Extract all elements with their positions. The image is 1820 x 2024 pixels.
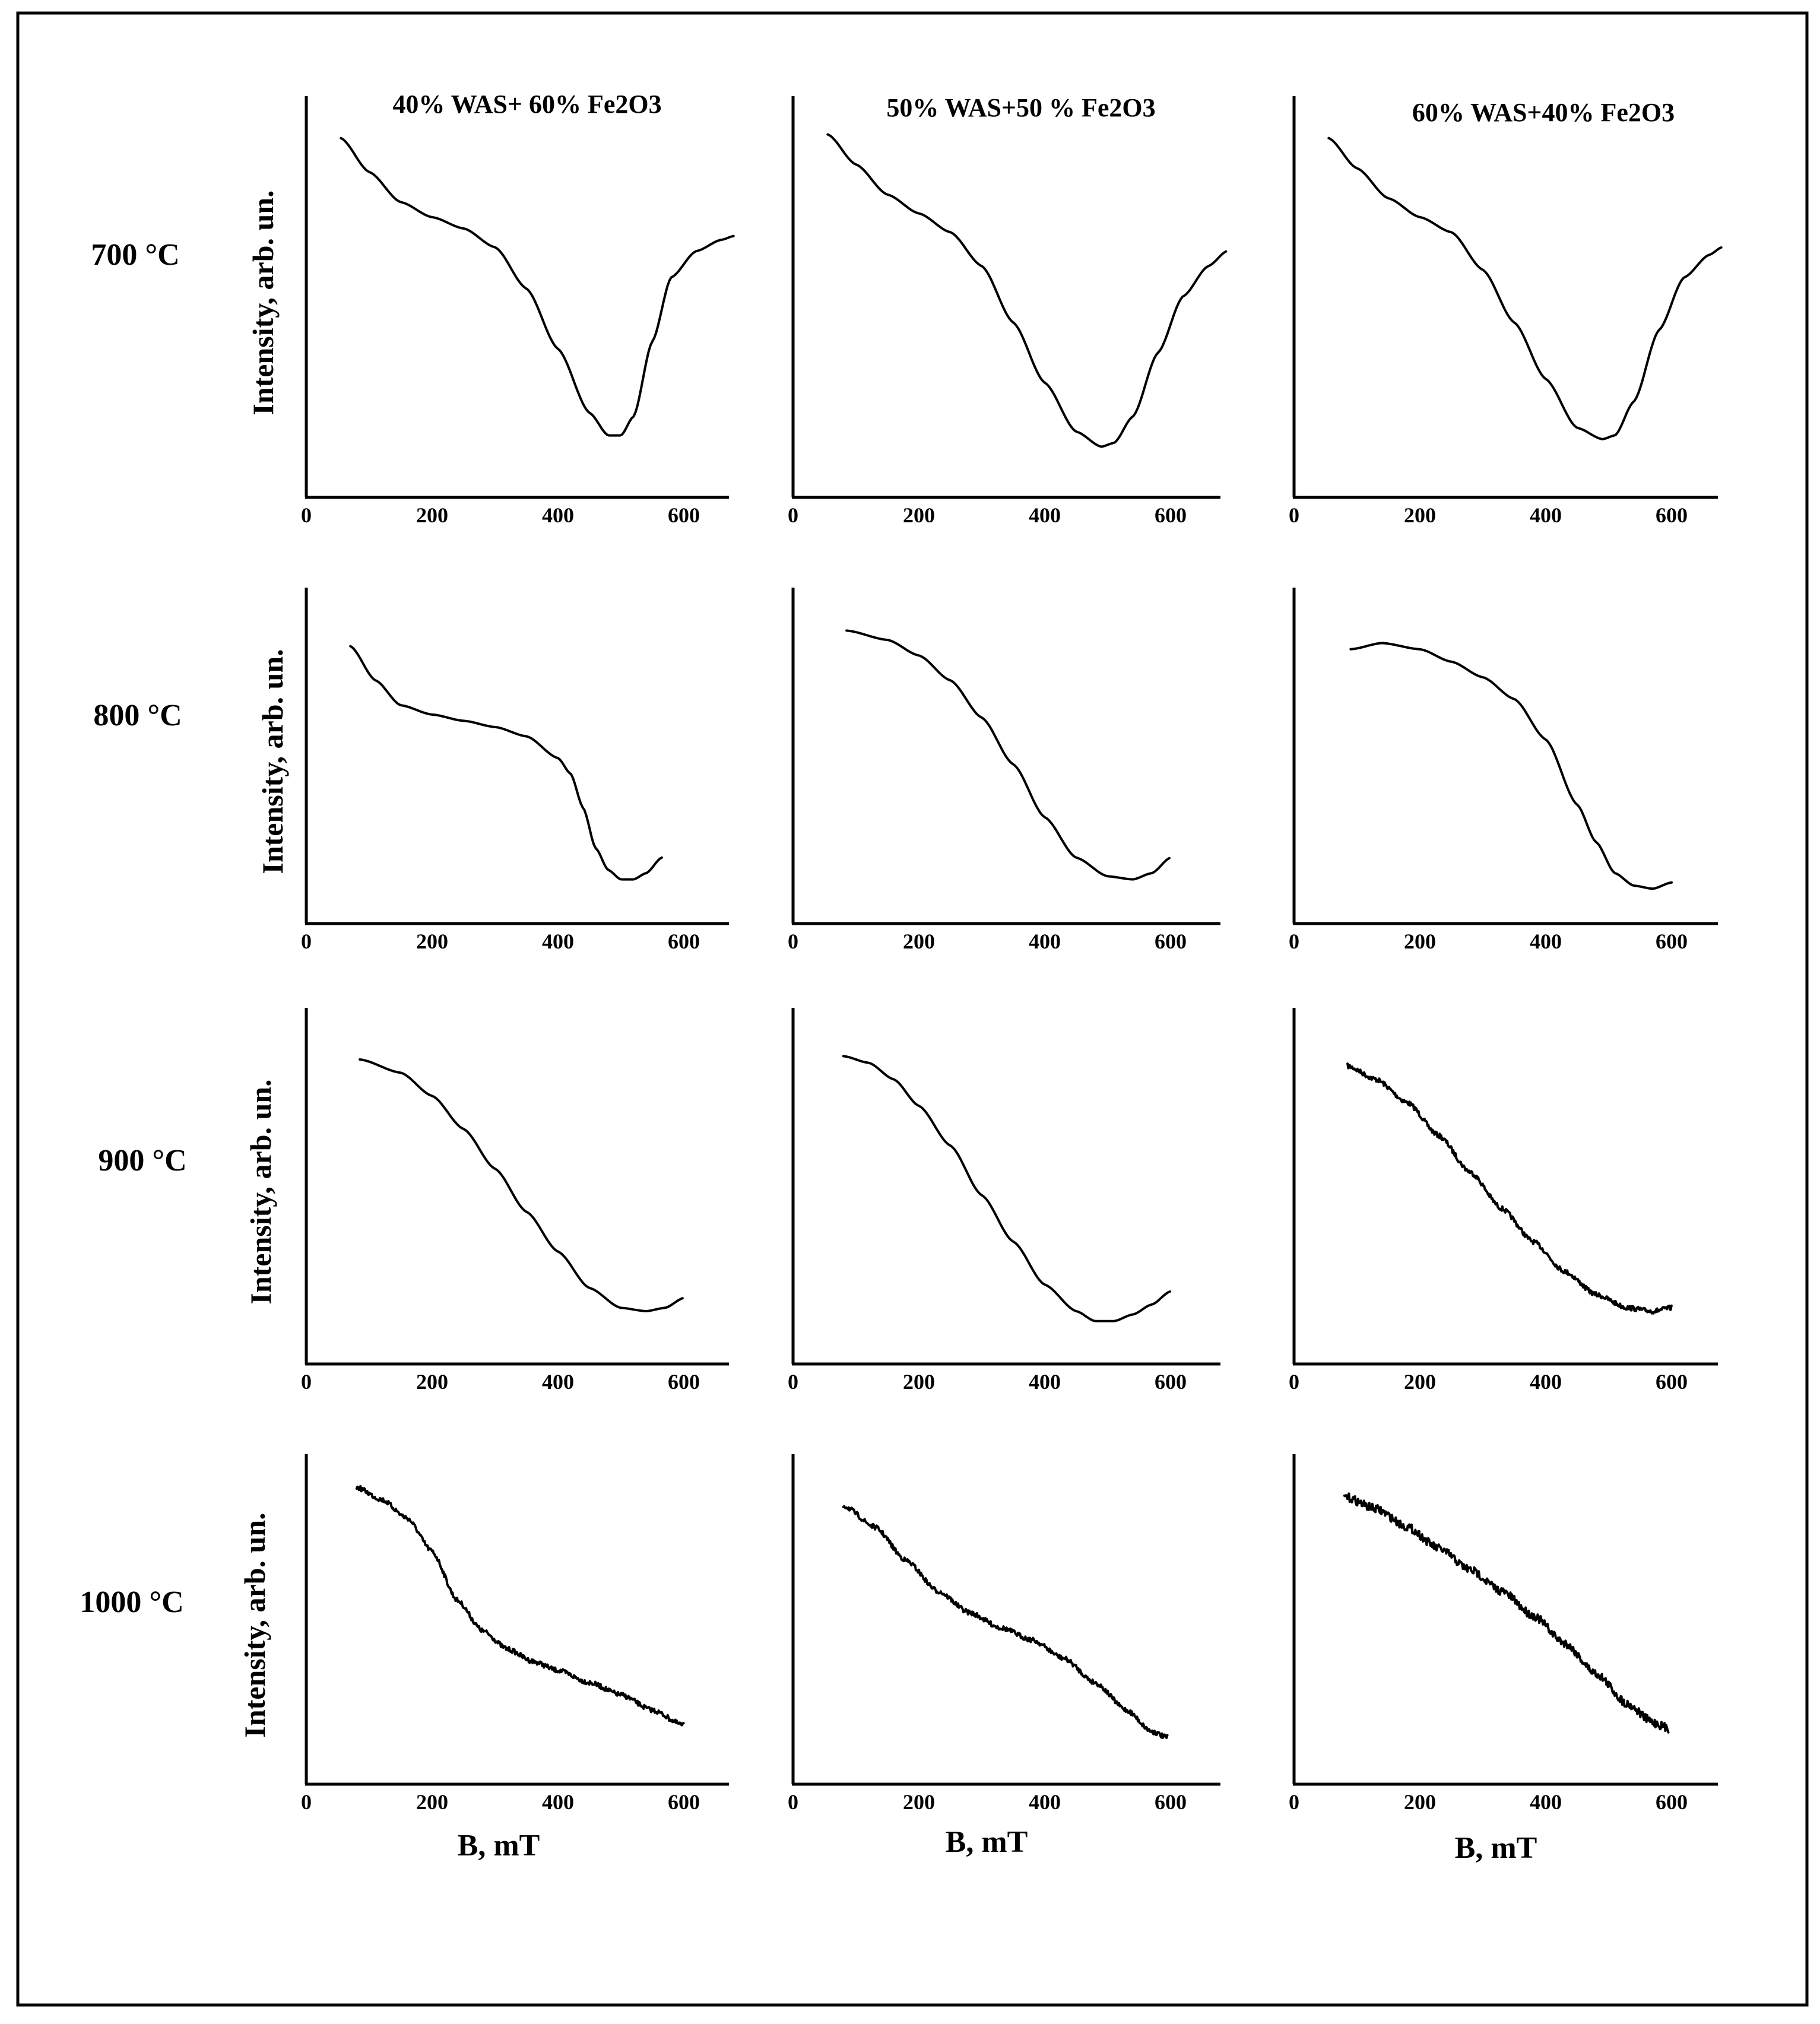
spectrum-line	[1346, 1062, 1673, 1315]
spectrum-line	[349, 645, 663, 881]
x-tick-label: 0	[788, 1370, 798, 1394]
panel-r3-c3: 0 200 400 600	[1289, 1008, 1718, 1394]
figure-border	[16, 11, 1809, 2007]
panel-r2-c3: 0 200 400 600	[1289, 588, 1718, 953]
column-title: 60% WAS+40% Fe2O3	[1412, 98, 1675, 127]
row-label: 800 °C	[93, 699, 182, 732]
x-tick-label: 400	[1029, 1370, 1061, 1394]
x-tick-label: 0	[301, 503, 312, 527]
x-tick-label: 0	[301, 929, 312, 953]
x-tick-label: 0	[1289, 503, 1299, 527]
x-tick-label: 0	[301, 1790, 312, 1814]
x-tick-label: 600	[1656, 1370, 1688, 1394]
spectrum-line	[359, 1058, 684, 1312]
spectrum-line	[845, 629, 1171, 881]
x-tick-label: 600	[668, 503, 700, 527]
x-tick-label: 600	[1155, 1370, 1187, 1394]
x-tick-label: 0	[1289, 929, 1299, 953]
panel-r1-c2: 0 200 400 600	[788, 96, 1228, 527]
x-tick-label: 0	[301, 1370, 312, 1394]
x-tick-label: 600	[1656, 1790, 1688, 1814]
x-tick-label: 0	[788, 929, 798, 953]
x-tick-label: 600	[668, 1370, 700, 1394]
panels-layer: 0 200 400 600 0 200 400 600 0 200 400 600 0 200 400 600…	[301, 96, 1723, 1814]
panel-r3-c2: 0 200 400 600	[788, 1008, 1220, 1394]
x-tick-label: 600	[668, 929, 700, 953]
x-tick-label: 600	[668, 1790, 700, 1814]
x-tick-label: 400	[542, 1790, 574, 1814]
x-tick-label: 400	[1530, 1790, 1562, 1814]
x-tick-label: 600	[1656, 503, 1688, 527]
row-label: 1000 °C	[80, 1585, 183, 1619]
x-tick-label: 400	[542, 503, 574, 527]
x-tick-label: 400	[1530, 1370, 1562, 1394]
panel-r2-c2: 0 200 400 600	[788, 588, 1220, 953]
x-tick-label: 200	[903, 503, 935, 527]
x-tick-label: 600	[1155, 1790, 1187, 1814]
x-tick-label: 200	[416, 1790, 448, 1814]
column-title: 40% WAS+ 60% Fe2O3	[392, 90, 661, 119]
spectrum-line	[826, 133, 1228, 448]
panel-r2-c1: 0 200 400 600	[301, 588, 729, 953]
panel-r1-c1: 0 200 400 600	[301, 96, 735, 527]
x-tick-label: 400	[1029, 929, 1061, 953]
y-axis-label: Intensity, arb. un.	[244, 1079, 277, 1304]
spectrum-line	[355, 1485, 685, 1727]
x-tick-label: 400	[542, 929, 574, 953]
row-label: 700 °C	[91, 238, 179, 272]
row-label: 900 °C	[98, 1144, 186, 1178]
x-tick-label: 0	[1289, 1790, 1299, 1814]
x-tick-label: 200	[903, 1370, 935, 1394]
x-tick-label: 600	[1155, 929, 1187, 953]
panel-r4-c1: 0 200 400 600	[301, 1454, 729, 1814]
x-tick-label: 200	[416, 503, 448, 527]
spectrum-line	[340, 137, 735, 437]
x-tick-label: 400	[1530, 929, 1562, 953]
x-tick-label: 200	[903, 1790, 935, 1814]
y-axis-label: Intensity, arb. un.	[256, 649, 289, 874]
spectrum-line	[1343, 1492, 1670, 1734]
x-axis-label: B, mT	[946, 1825, 1028, 1859]
x-tick-label: 0	[788, 1790, 798, 1814]
spectrum-line	[1349, 642, 1673, 890]
x-tick-label: 200	[1404, 1370, 1436, 1394]
x-tick-label: 400	[542, 1370, 574, 1394]
x-axis-label: B, mT	[1455, 1831, 1537, 1865]
x-tick-label: 200	[1404, 503, 1436, 527]
x-tick-label: 0	[788, 503, 798, 527]
x-tick-label: 200	[416, 929, 448, 953]
column-title: 50% WAS+50 % Fe2O3	[886, 93, 1155, 122]
x-tick-label: 200	[416, 1370, 448, 1394]
x-tick-label: 0	[1289, 1370, 1299, 1394]
panel-r4-c3: 0 200 400 600	[1289, 1454, 1718, 1814]
y-axis-label: Intensity, arb. un.	[246, 190, 280, 415]
x-axis-label: B, mT	[458, 1829, 540, 1863]
x-tick-label: 400	[1530, 503, 1562, 527]
x-tick-label: 200	[903, 929, 935, 953]
panel-r1-c3: 0 200 400 600	[1289, 96, 1723, 527]
y-axis-label: Intensity, arb. un.	[238, 1512, 271, 1737]
x-tick-label: 600	[1656, 929, 1688, 953]
panel-r4-c2: 0 200 400 600	[788, 1454, 1220, 1814]
panel-r3-c1: 0 200 400 600	[301, 1008, 729, 1394]
x-tick-label: 400	[1029, 503, 1061, 527]
x-tick-label: 200	[1404, 929, 1436, 953]
x-tick-label: 400	[1029, 1790, 1061, 1814]
labels-layer: 40% WAS+ 60% Fe2O3 50% WAS+50 % Fe2O3 60% …	[80, 90, 1675, 1865]
spectrum-line	[842, 1505, 1169, 1739]
spectrum-line	[1327, 137, 1723, 440]
x-tick-label: 600	[1155, 503, 1187, 527]
x-tick-label: 200	[1404, 1790, 1436, 1814]
spectrum-line	[842, 1055, 1171, 1322]
